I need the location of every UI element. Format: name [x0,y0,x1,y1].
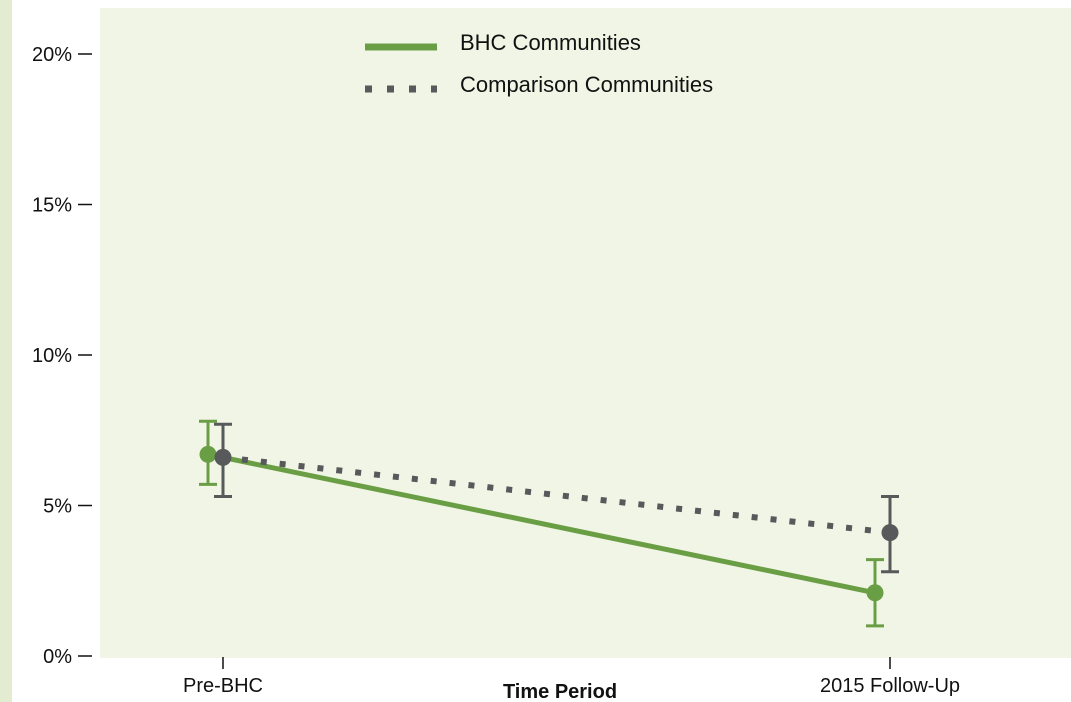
x-tick-label: 2015 Follow-Up [820,675,960,697]
plot-background [100,8,1071,658]
y-axis: 0% 5% 10% 15% 20% [32,44,92,668]
series-lines [207,451,891,596]
data-point [214,448,232,466]
y-tick-label: 15% [32,195,72,217]
x-axis: Pre-BHC 2015 Follow-Up [183,657,960,697]
legend-label: BHC Communities [460,30,641,55]
data-point [199,445,217,463]
y-tick-label: 5% [43,496,72,518]
y-tick-label: 0% [43,646,72,668]
data-point [866,584,884,602]
y-tick-label: 10% [32,345,72,367]
x-axis-title: Time Period [503,681,617,702]
y-tick-label: 20% [32,44,72,66]
x-tick-label: Pre-BHC [183,675,263,697]
series-line-bhc [207,451,876,596]
legend: BHC Communities Comparison Communities [365,30,713,97]
data-point [881,524,899,542]
data-points [199,445,899,602]
left-accent-strip [0,0,12,702]
legend-label: Comparison Communities [460,72,713,97]
